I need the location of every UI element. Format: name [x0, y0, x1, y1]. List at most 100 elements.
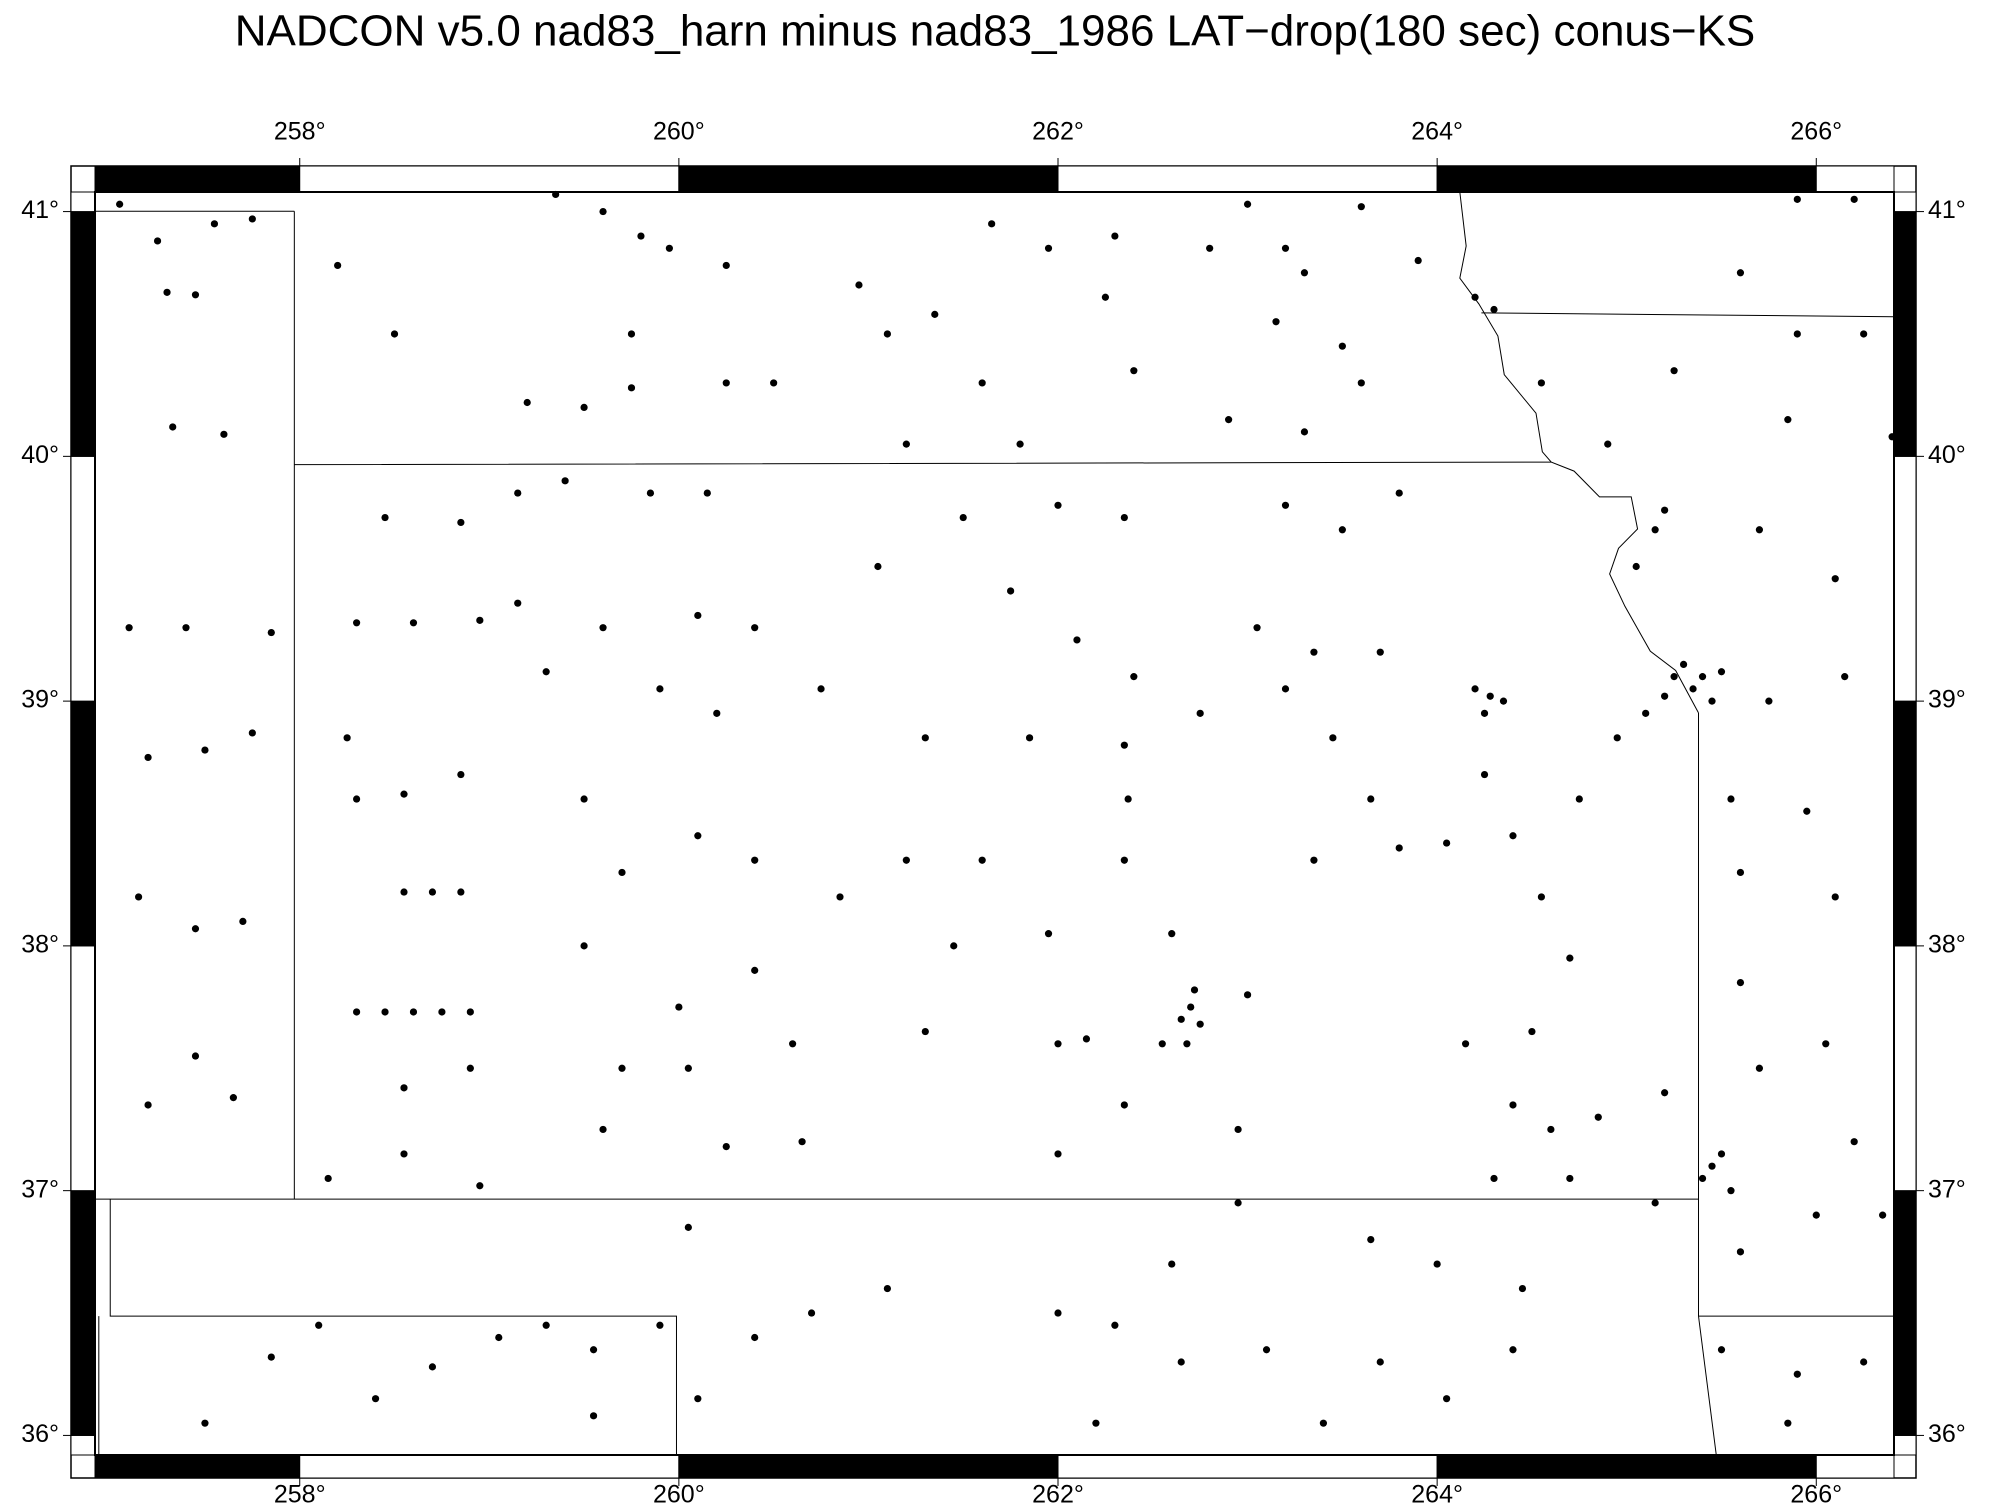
station-point [1860, 1358, 1868, 1366]
station-point [1092, 1419, 1100, 1427]
station-point [722, 1142, 730, 1151]
station-point [1651, 1199, 1659, 1207]
station-point [144, 753, 152, 762]
station-point [1670, 673, 1678, 681]
station-point [713, 709, 721, 717]
station-point [950, 942, 958, 950]
station-point [1566, 1174, 1574, 1183]
station-point [457, 888, 465, 896]
station-point [1594, 1113, 1602, 1121]
station-point [1698, 1174, 1707, 1183]
station-point [400, 888, 408, 896]
station-point [495, 1333, 503, 1342]
frame-segment [70, 1190, 96, 1436]
station-point [1225, 416, 1233, 424]
station-point [239, 917, 247, 926]
station-point [580, 942, 588, 950]
station-point [514, 599, 522, 607]
frame-segment [1893, 945, 1917, 1192]
station-point [1234, 1125, 1242, 1134]
station-point [1025, 734, 1034, 742]
frame-segment [1893, 211, 1917, 457]
station-point [1575, 795, 1583, 803]
station-point [1120, 513, 1128, 522]
station-point [400, 790, 408, 798]
station-point [1376, 648, 1384, 656]
station-point [381, 1008, 389, 1016]
x-tick-label: 258° [274, 118, 326, 146]
station-point [1443, 1395, 1451, 1403]
station-point [1831, 575, 1839, 583]
station-point [1111, 1321, 1119, 1329]
y-tick-label: 36° [21, 1420, 59, 1448]
station-point [1717, 1150, 1726, 1158]
station-point [1196, 1020, 1204, 1028]
station-point [457, 518, 465, 527]
station-point [1187, 1003, 1195, 1011]
station-point [1793, 1370, 1801, 1378]
station-point [1755, 526, 1764, 534]
station-point [428, 1363, 437, 1371]
station-point [1281, 685, 1290, 693]
station-point [1888, 433, 1896, 441]
station-point [1528, 1027, 1536, 1036]
frame-segment [70, 1434, 96, 1456]
station-point [1499, 697, 1508, 705]
station-point [1082, 1035, 1091, 1043]
station-point [959, 513, 967, 522]
station-point [1073, 636, 1081, 644]
station-point [1698, 673, 1707, 681]
station-point [144, 1101, 152, 1109]
station-point [684, 1064, 692, 1072]
station-point [1670, 367, 1678, 375]
station-point [466, 1008, 474, 1016]
map-area [94, 191, 1895, 1456]
station-point [684, 1223, 692, 1231]
station-point [855, 281, 863, 289]
station-point [523, 398, 531, 407]
station-point [751, 1333, 759, 1342]
station-point [751, 624, 759, 632]
frame-segment [299, 1454, 680, 1479]
station-point [902, 440, 910, 448]
frame-segment [1893, 455, 1917, 702]
border [95, 211, 1699, 1199]
station-point [1054, 1150, 1062, 1158]
x-tick-label: 266° [1790, 118, 1842, 146]
frame-segment [1893, 191, 1917, 213]
x-tick-label: 262° [1032, 1481, 1084, 1508]
station-point [1632, 562, 1640, 571]
station-point [618, 1064, 626, 1072]
station-point [1727, 795, 1735, 803]
station-point [1736, 978, 1745, 987]
station-point [1007, 587, 1015, 595]
station-point [552, 190, 560, 199]
station-point [1613, 734, 1621, 742]
station-point [978, 856, 986, 864]
station-point [921, 1027, 929, 1036]
station-point [267, 628, 275, 637]
station-point [1281, 501, 1290, 509]
station-point [248, 729, 256, 737]
station-point [1281, 244, 1290, 252]
x-tick-label: 262° [1032, 118, 1084, 146]
station-point [1234, 1199, 1242, 1207]
station-point [1177, 1015, 1185, 1023]
station-point [580, 403, 588, 411]
station-point [1461, 1040, 1470, 1048]
station-point [1736, 1248, 1745, 1256]
station-point [1190, 986, 1199, 994]
station-point [675, 1003, 683, 1011]
station-point [1300, 428, 1309, 436]
station-point [1689, 685, 1697, 693]
station-point [125, 624, 133, 632]
station-point [770, 379, 778, 387]
station-point [1651, 526, 1659, 534]
station-point [457, 770, 465, 779]
station-point [1310, 856, 1318, 864]
station-point [1120, 856, 1128, 864]
station-point [116, 200, 124, 208]
station-point [1708, 697, 1716, 705]
station-point [514, 489, 522, 497]
map-title: NADCON v5.0 nad83_harn minus nad83_1986 … [235, 7, 1756, 56]
